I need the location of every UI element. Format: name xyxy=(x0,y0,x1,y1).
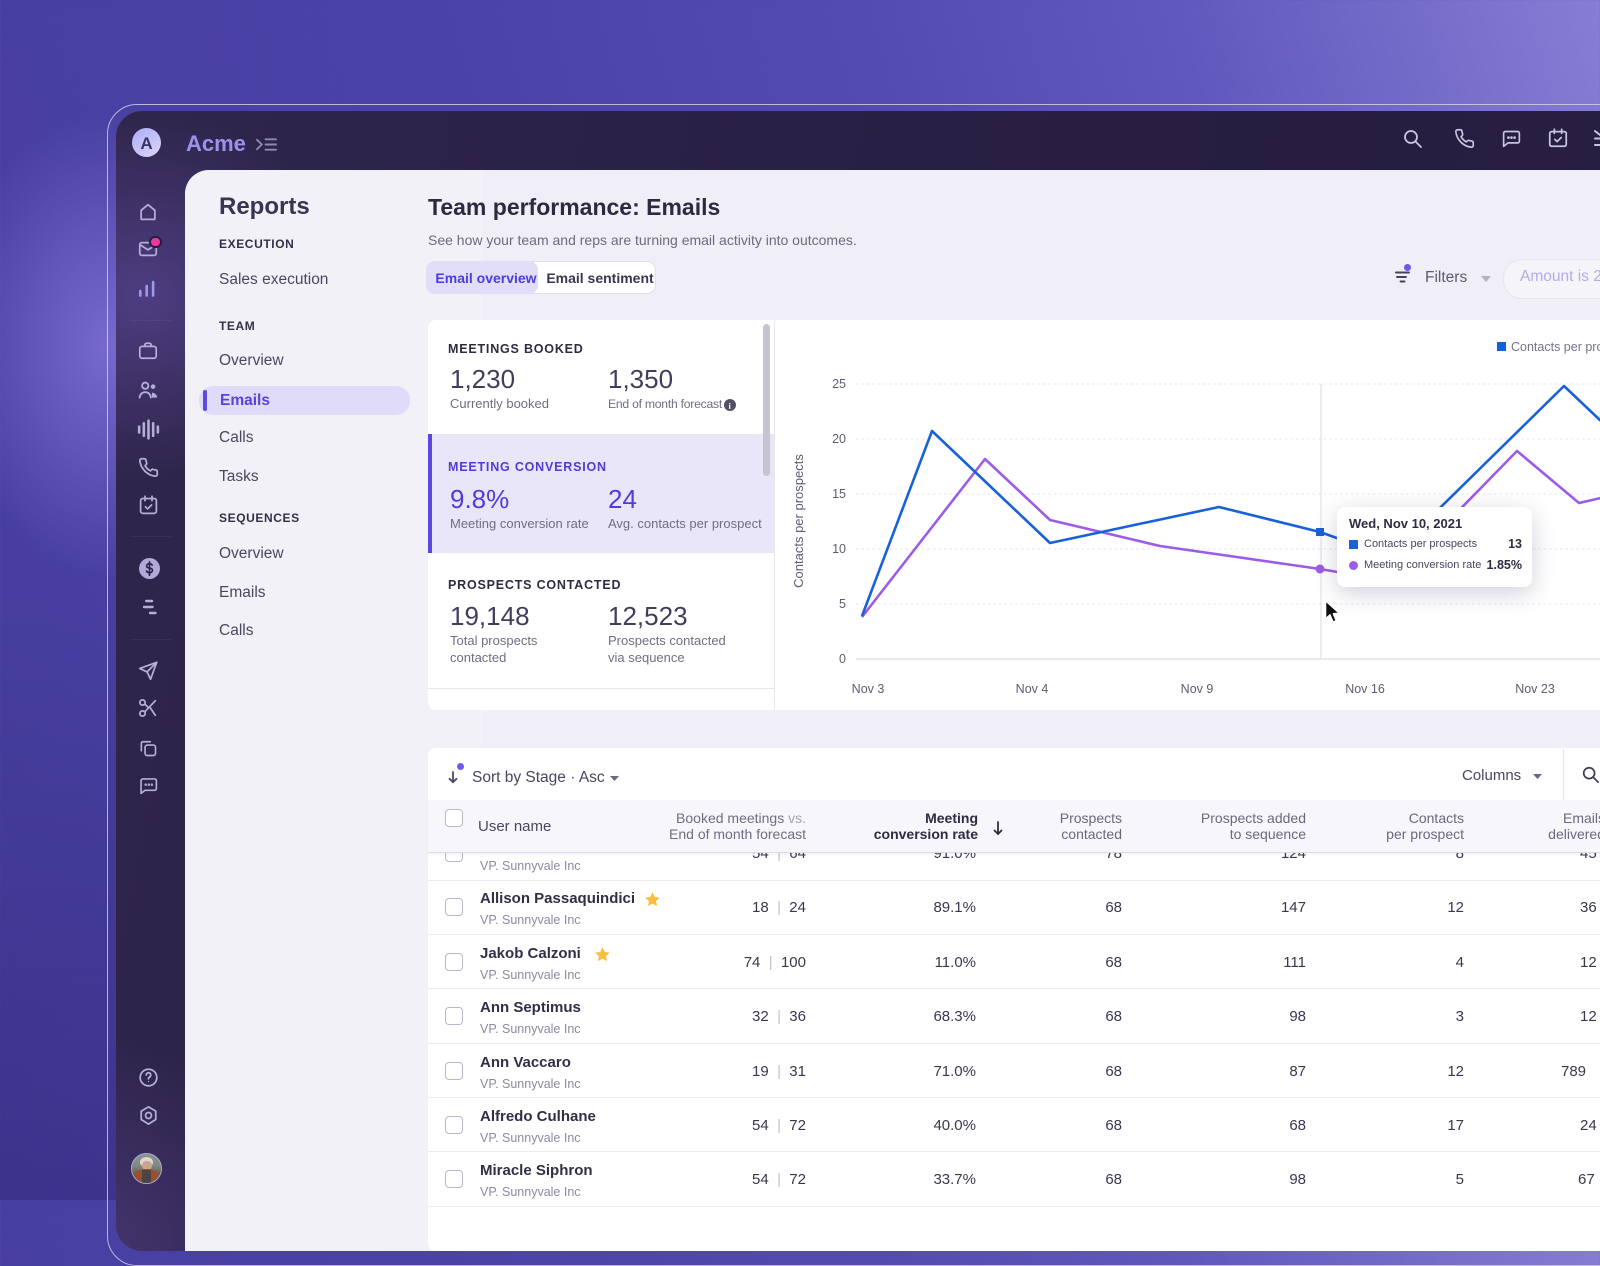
svg-text:5: 5 xyxy=(839,597,846,611)
svg-text:15: 15 xyxy=(832,487,846,501)
svg-text:0: 0 xyxy=(839,652,846,666)
svg-text:Contacts per prosp: Contacts per prosp xyxy=(1511,340,1600,354)
svg-text:20: 20 xyxy=(832,432,846,446)
svg-text:Nov 23: Nov 23 xyxy=(1515,682,1555,696)
svg-text:Nov 3: Nov 3 xyxy=(852,682,885,696)
svg-text:Nov 9: Nov 9 xyxy=(1181,682,1214,696)
svg-text:Nov 16: Nov 16 xyxy=(1345,682,1385,696)
svg-text:10: 10 xyxy=(832,542,846,556)
svg-text:25: 25 xyxy=(832,377,846,391)
svg-text:Contacts per prospects: Contacts per prospects xyxy=(791,454,806,588)
svg-text:Nov 4: Nov 4 xyxy=(1016,682,1049,696)
